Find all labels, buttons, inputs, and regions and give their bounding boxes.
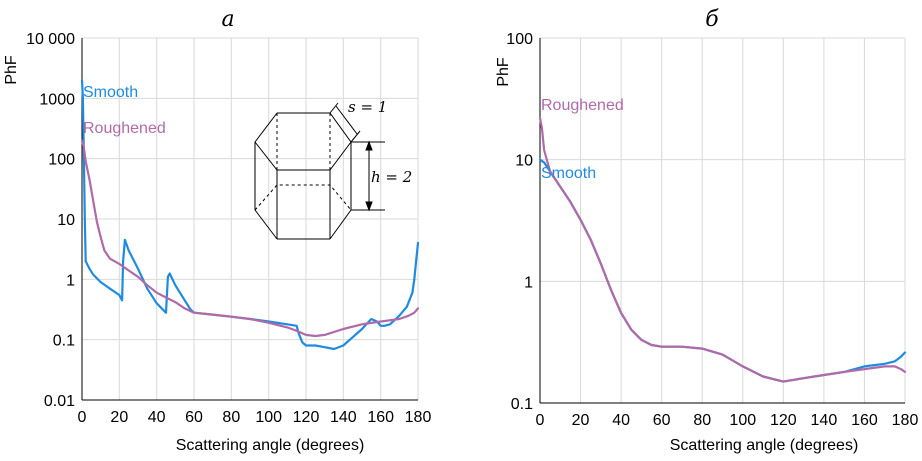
y-tick-label: 0.01: [44, 393, 75, 410]
series-line-smooth: [538, 158, 907, 383]
x-tick-label: 0: [536, 412, 545, 429]
x-tick-label: 120: [770, 412, 797, 429]
y-tick-label: 1: [524, 274, 533, 291]
h-dim-arrow-top: [365, 140, 373, 151]
x-tick-label: 40: [612, 412, 630, 429]
series-line-roughened: [80, 139, 420, 338]
panel-b-title: б: [705, 7, 719, 32]
y-tick-label: 10: [515, 153, 533, 170]
x-tick-label: 140: [330, 409, 357, 426]
x-tick-label: 20: [572, 412, 590, 429]
x-tick-label: 180: [892, 412, 919, 429]
panel-b-xlabel: Scattering angle (degrees): [670, 437, 859, 454]
y-tick-label: 10 000: [26, 31, 75, 48]
s-dim-ext-2: [350, 130, 361, 143]
prism-top-front: [254, 141, 352, 171]
series-line-roughened: [538, 116, 907, 383]
x-tick-label: 0: [78, 409, 87, 426]
inset-h-label: h = 2: [371, 168, 412, 186]
prism-outline-right: [329, 112, 352, 240]
x-tick-label: 140: [811, 412, 838, 429]
x-tick-label: 100: [255, 409, 282, 426]
axes-b: 0 20 40 60 80 100 120 140 160 180 0.1 1 10 100: [506, 31, 918, 429]
h-dim-arrow-bottom: [365, 201, 373, 212]
panel-a-xlabel: Scattering angle (degrees): [176, 437, 365, 454]
y-tick-label: 100: [506, 31, 533, 48]
y-tick-label: 1: [66, 272, 75, 289]
s-dim-line: [335, 105, 358, 135]
x-tick-label: 80: [693, 412, 711, 429]
panel-a-smooth-label: Smooth: [83, 84, 138, 101]
x-tick-label: 80: [222, 409, 240, 426]
panel-a-title: а: [221, 7, 234, 32]
prism-outline-left: [254, 112, 278, 240]
s-dim-ext-1: [329, 102, 339, 114]
prism-hidden-bottom: [254, 184, 352, 211]
chart-panel-a: 0 20 40 60 80 100 120 140 160 180 0.01 0.1 1 10 100 100…: [3, 7, 431, 454]
x-tick-label: 160: [367, 409, 394, 426]
axes-a: 0 20 40 60 80 100 120 140 160 180 0.01 0.1 1 10 100 100…: [26, 31, 431, 426]
x-tick-label: 60: [653, 412, 671, 429]
x-tick-label: 100: [729, 412, 756, 429]
panel-a-ylabel: PhF: [3, 55, 20, 85]
y-tick-label: 0.1: [53, 333, 75, 350]
y-tick-label: 100: [48, 152, 75, 169]
series-b: [538, 116, 907, 383]
hexagonal-prism-inset: [254, 102, 385, 240]
x-tick-label: 40: [148, 409, 166, 426]
panel-a-roughened-label: Roughened: [83, 120, 166, 137]
grid-b: [539, 37, 906, 404]
panel-b-ylabel: PhF: [495, 57, 512, 87]
y-tick-label: 1000: [39, 91, 75, 108]
inset-s-label: s = 1: [348, 98, 387, 116]
x-tick-label: 160: [851, 412, 878, 429]
y-tick-label: 10: [57, 212, 75, 229]
x-tick-label: 60: [185, 409, 203, 426]
y-tick-label: 0.1: [511, 396, 533, 413]
x-tick-label: 180: [405, 409, 432, 426]
x-tick-label: 20: [110, 409, 128, 426]
series-a: [80, 79, 420, 351]
panel-b-smooth-label: Smooth: [541, 165, 596, 182]
x-tick-label: 120: [293, 409, 320, 426]
panel-b-roughened-label: Roughened: [541, 97, 624, 114]
